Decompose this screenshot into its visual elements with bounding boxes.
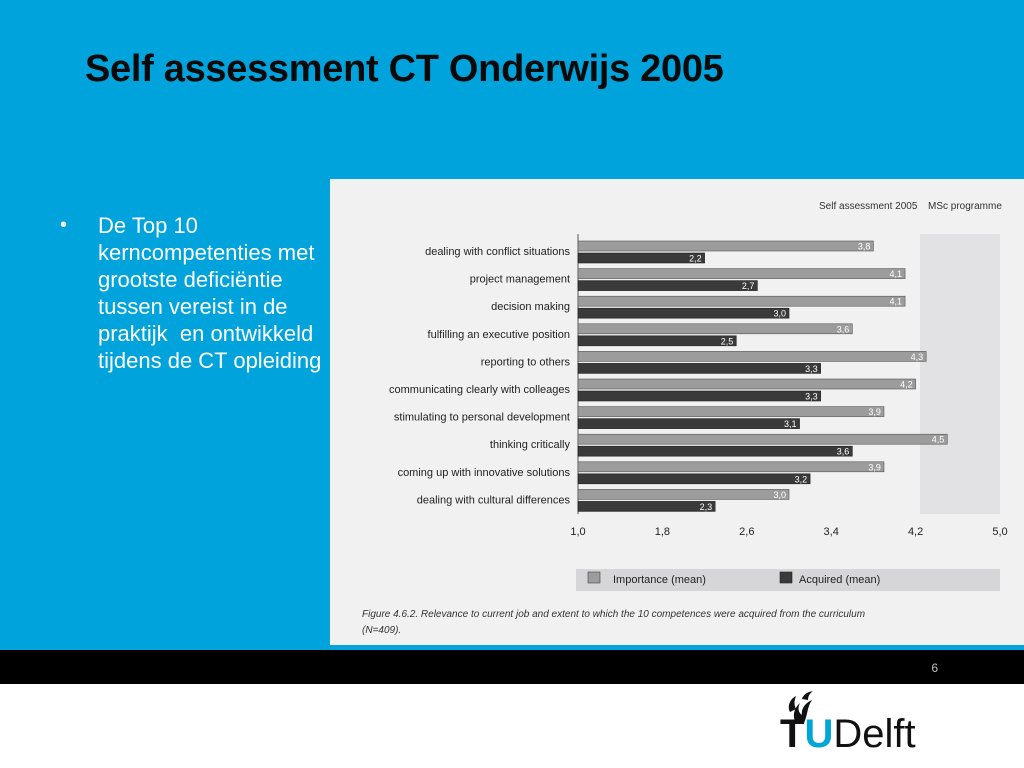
importance-value-label: 3,0 xyxy=(773,490,786,500)
page-number: 6 xyxy=(931,661,938,675)
tudelft-logo: TUDelft xyxy=(780,690,950,760)
legend-label-importance: Importance (mean) xyxy=(613,574,706,586)
legend-label-acquired: Acquired (mean) xyxy=(799,574,880,586)
category-label: dealing with cultural differences xyxy=(417,494,571,506)
x-tick-label: 5,0 xyxy=(992,526,1007,538)
importance-bar xyxy=(577,406,885,417)
acquired-value-label: 3,1 xyxy=(784,419,797,429)
acquired-value-label: 3,2 xyxy=(795,474,808,484)
importance-value-label: 3,9 xyxy=(868,462,881,472)
logo-letter-t: T xyxy=(780,712,805,756)
acquired-bar xyxy=(577,445,853,457)
chart-subtitle: MSc programme xyxy=(928,201,1002,212)
importance-value-label: 3,6 xyxy=(837,324,850,334)
importance-bar xyxy=(577,489,790,500)
acquired-value-label: 2,2 xyxy=(689,254,702,264)
category-label: decision making xyxy=(491,301,570,313)
flame-icon xyxy=(788,691,813,723)
category-label: reporting to others xyxy=(481,356,571,368)
acquired-value-label: 3,0 xyxy=(773,309,786,319)
category-label: stimulating to personal development xyxy=(394,412,570,424)
legend-swatch-acquired xyxy=(779,571,793,584)
importance-value-label: 4,1 xyxy=(890,297,903,307)
x-tick-label: 4,2 xyxy=(908,526,923,538)
acquired-bar xyxy=(577,307,790,319)
x-tick-label: 2,6 xyxy=(739,526,754,538)
logo-letter-u: U xyxy=(804,712,834,756)
chart-shading-band xyxy=(920,234,1000,514)
importance-bar xyxy=(577,378,916,390)
x-tick-label: 1,8 xyxy=(655,526,670,538)
bar-chart: Self assessment 2005 MSc programme dealing… xyxy=(362,201,1008,636)
acquired-bar xyxy=(577,390,821,402)
importance-bar xyxy=(577,268,906,279)
importance-bar xyxy=(577,323,853,335)
chart-title: Self assessment 2005 xyxy=(819,201,918,212)
acquired-bar xyxy=(577,418,800,429)
legend-swatch-importance xyxy=(587,571,601,584)
importance-value-label: 4,2 xyxy=(900,380,913,390)
bullet-text: De Top 10 kerncompetenties met grootste … xyxy=(98,213,322,373)
x-tick-label: 3,4 xyxy=(824,526,839,538)
bullet-item: • De Top 10 kerncompetenties met grootst… xyxy=(60,212,330,374)
importance-value-label: 3,9 xyxy=(868,407,881,417)
logo-delft: Delft xyxy=(833,712,916,756)
category-label: communicating clearly with colleages xyxy=(389,384,570,396)
bullet-list: • De Top 10 kerncompetenties met grootst… xyxy=(60,212,330,374)
slide-title: Self assessment CT Onderwijs 2005 xyxy=(85,48,724,90)
importance-bar xyxy=(577,351,927,362)
importance-value-label: 4,5 xyxy=(932,435,945,445)
importance-bar xyxy=(577,295,906,307)
footer-bar: 6 xyxy=(0,650,1024,684)
acquired-value-label: 3,3 xyxy=(805,364,818,374)
category-label: project management xyxy=(470,274,570,286)
importance-value-label: 3,8 xyxy=(858,242,871,252)
bullet-marker: • xyxy=(60,214,68,236)
logo-wordmark: TUDelft xyxy=(780,712,916,756)
category-label: dealing with conflict situations xyxy=(425,246,570,258)
importance-bar xyxy=(577,433,948,445)
x-tick-label: 1,0 xyxy=(570,526,585,538)
acquired-value-label: 2,5 xyxy=(721,336,734,346)
importance-bar xyxy=(577,461,885,473)
slide-background: Self assessment CT Onderwijs 2005 • De T… xyxy=(0,0,1024,650)
acquired-value-label: 3,3 xyxy=(805,392,818,402)
category-label: fulfilling an executive position xyxy=(428,329,570,341)
acquired-value-label: 2,7 xyxy=(742,281,755,291)
acquired-value-label: 2,3 xyxy=(700,502,713,512)
acquired-bar xyxy=(577,335,737,347)
acquired-bar xyxy=(577,280,758,291)
importance-value-label: 4,1 xyxy=(890,269,903,279)
acquired-bar xyxy=(577,473,811,485)
importance-bar xyxy=(577,240,874,252)
category-label: coming up with innovative solutions xyxy=(398,467,571,479)
acquired-bar xyxy=(577,501,716,512)
importance-value-label: 4,3 xyxy=(911,352,924,362)
category-label: thinking critically xyxy=(490,439,571,451)
acquired-bar xyxy=(577,252,705,264)
acquired-bar xyxy=(577,363,821,374)
acquired-value-label: 3,6 xyxy=(837,447,850,457)
figure-caption: Figure 4.6.2. Relevance to current job a… xyxy=(362,609,865,636)
chart-figure: Self assessment 2005 MSc programme dealing… xyxy=(330,179,1024,645)
